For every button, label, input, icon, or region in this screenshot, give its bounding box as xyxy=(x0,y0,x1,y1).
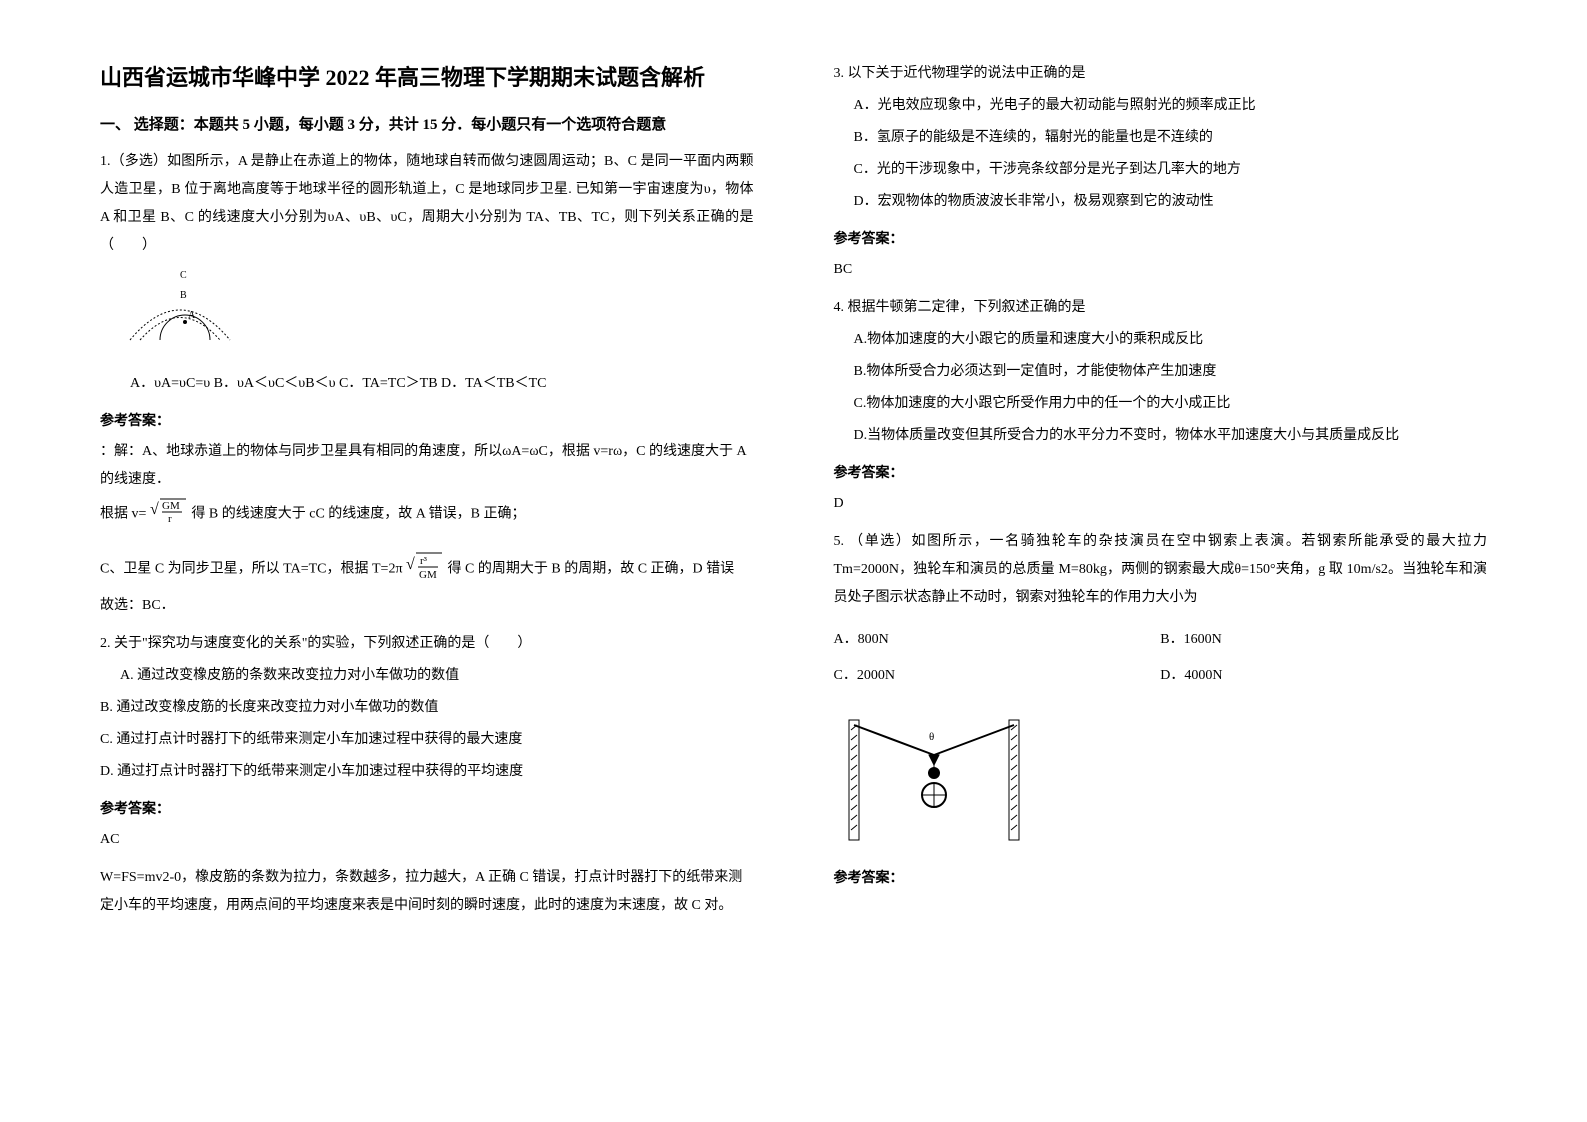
answer-label-5: 参考答案： xyxy=(834,867,1488,887)
question-2-option-d: D. 通过打点计时器打下的纸带来测定小车加速过程中获得的平均速度 xyxy=(100,758,754,786)
question-4-option-d: D.当物体质量改变但其所受合力的水平分力不变时，物体水平加速度大小与其质量成反比 xyxy=(834,422,1488,450)
question-4-text: 4. 根据牛顿第二定律，下列叙述正确的是 xyxy=(834,294,1488,322)
question-5-text: 5. （单选）如图所示，一名骑独轮车的杂技演员在空中钢索上表演。若钢索所能承受的… xyxy=(834,528,1488,612)
answer-2-solution: W=FS=mv2-0，橡皮筋的条数为拉力，条数越多，拉力越大，A 正确 C 错误… xyxy=(100,864,754,920)
formula-sqrt-r3-gm: √ r³ GM xyxy=(406,547,444,592)
question-5: 5. （单选）如图所示，一名骑独轮车的杂技演员在空中钢索上表演。若钢索所能承受的… xyxy=(834,528,1488,612)
answer-label-4: 参考答案： xyxy=(834,462,1488,482)
question-2-text: 2. 关于"探究功与速度变化的关系"的实验，下列叙述正确的是（ ） xyxy=(100,630,754,658)
formula-sqrt-gm-r: √GMr xyxy=(150,494,188,535)
question-3-option-c: C．光的干涉现象中，干涉亮条纹部分是光子到达几率大的地方 xyxy=(834,156,1488,184)
svg-text:C: C xyxy=(180,270,187,281)
question-2-option-b: B. 通过改变橡皮筋的长度来改变拉力对小车做功的数值 xyxy=(100,694,754,722)
document-title: 山西省运城市华峰中学 2022 年高三物理下学期期末试题含解析 xyxy=(100,60,754,95)
svg-text:√: √ xyxy=(150,501,159,518)
question-1-text: 1.（多选）如图所示，A 是静止在赤道上的物体，随地球自转而做匀速圆周运动；B、… xyxy=(100,148,754,260)
question-2-option-a: A. 通过改变橡皮筋的条数来改变拉力对小车做功的数值 xyxy=(100,662,754,690)
question-4: 4. 根据牛顿第二定律，下列叙述正确的是 A.物体加速度的大小跟它的质量和速度大… xyxy=(834,294,1488,450)
question-4-option-a: A.物体加速度的大小跟它的质量和速度大小的乘积成反比 xyxy=(834,326,1488,354)
svg-text:A: A xyxy=(188,310,196,321)
answer-2: AC xyxy=(100,826,754,854)
right-column: 3. 以下关于近代物理学的说法中正确的是 A．光电效应现象中，光电子的最大初动能… xyxy=(794,60,1587,1062)
question-1-options: A．υA=υC=υ B．υA＜υC＜υB＜υ C．TA=TC＞TB D．TA＜T… xyxy=(100,370,754,398)
question-1: 1.（多选）如图所示，A 是静止在赤道上的物体，随地球自转而做匀速圆周运动；B、… xyxy=(100,148,754,260)
svg-text:GM: GM xyxy=(162,500,180,512)
question-5-options: A．800N B．1600N C．2000N D．4000N xyxy=(834,622,1488,695)
answer-label-3: 参考答案： xyxy=(834,228,1488,248)
answer-4: D xyxy=(834,490,1488,518)
svg-text:B: B xyxy=(180,290,187,301)
svg-text:r: r xyxy=(168,513,172,524)
question-1-diagram: C B A xyxy=(120,270,240,360)
svg-text:GM: GM xyxy=(419,569,437,581)
question-2: 2. 关于"探究功与速度变化的关系"的实验，下列叙述正确的是（ ） A. 通过改… xyxy=(100,630,754,786)
answer-3: BC xyxy=(834,256,1488,284)
question-3-option-d: D．宏观物体的物质波波长非常小，极易观察到它的波动性 xyxy=(834,188,1488,216)
answer-label-2: 参考答案： xyxy=(100,798,754,818)
question-4-option-b: B.物体所受合力必须达到一定值时，才能使物体产生加速度 xyxy=(834,358,1488,386)
question-3-text: 3. 以下关于近代物理学的说法中正确的是 xyxy=(834,60,1488,88)
solution-line: 根据 v= √GMr 得 B 的线速度大于 cC 的线速度，故 A 错误，B 正… xyxy=(100,494,754,535)
left-column: 山西省运城市华峰中学 2022 年高三物理下学期期末试题含解析 一、 选择题：本… xyxy=(0,60,794,1062)
svg-text:θ: θ xyxy=(929,731,934,743)
question-4-option-c: C.物体加速度的大小跟它所受作用力中的任一个的大小成正比 xyxy=(834,390,1488,418)
question-2-option-c: C. 通过打点计时器打下的纸带来测定小车加速过程中获得的最大速度 xyxy=(100,726,754,754)
question-5-diagram: θ xyxy=(834,705,1034,855)
question-5-option-a: A．800N xyxy=(834,622,1161,658)
svg-text:r³: r³ xyxy=(420,555,428,567)
question-3-option-b: B．氢原子的能级是不连续的，辐射光的能量也是不连续的 xyxy=(834,124,1488,152)
svg-text:√: √ xyxy=(406,556,415,573)
answer-label-1: 参考答案： xyxy=(100,410,754,430)
solution-line: ：解：A、地球赤道上的物体与同步卫星具有相同的角速度，所以ωA=ωC，根据 v=… xyxy=(100,438,754,494)
answer-1-solution: ：解：A、地球赤道上的物体与同步卫星具有相同的角速度，所以ωA=ωC，根据 v=… xyxy=(100,438,754,620)
solution-line: C、卫星 C 为同步卫星，所以 TA=TC，根据 T=2π √r³GM 得 C … xyxy=(100,547,754,592)
question-5-option-c: C．2000N xyxy=(834,658,1161,694)
question-5-option-b: B．1600N xyxy=(1160,622,1487,658)
question-3: 3. 以下关于近代物理学的说法中正确的是 A．光电效应现象中，光电子的最大初动能… xyxy=(834,60,1488,216)
question-3-option-a: A．光电效应现象中，光电子的最大初动能与照射光的频率成正比 xyxy=(834,92,1488,120)
question-5-option-d: D．4000N xyxy=(1160,658,1487,694)
section-heading: 一、 选择题：本题共 5 小题，每小题 3 分，共计 15 分．每小题只有一个选… xyxy=(100,113,754,134)
solution-line: 故选：BC． xyxy=(100,592,754,620)
